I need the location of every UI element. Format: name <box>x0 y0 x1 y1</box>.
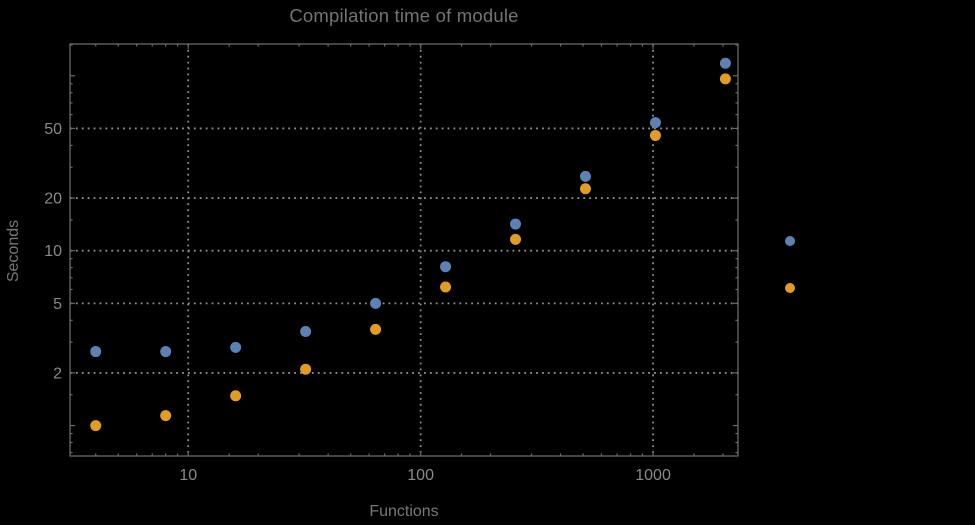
data-point <box>719 57 731 69</box>
data-point <box>649 117 661 129</box>
data-point <box>440 261 452 273</box>
data-point <box>719 73 731 85</box>
legend-marker-2 <box>785 283 795 293</box>
x-tick-labels: 10 100 1000 <box>179 467 671 484</box>
series-2-points <box>90 73 731 432</box>
legend-marker-1 <box>785 236 795 246</box>
data-point <box>230 341 242 353</box>
data-point <box>579 170 591 182</box>
data-point <box>510 218 522 230</box>
x-tick-label: 1000 <box>635 467 671 484</box>
data-point <box>579 183 591 195</box>
data-point <box>90 346 102 358</box>
data-point <box>510 233 522 245</box>
chart-title: Compilation time of module <box>289 5 519 26</box>
grid-lines <box>70 44 738 456</box>
plot-frame <box>69 43 739 457</box>
data-point <box>649 129 661 141</box>
y-tick-labels: 2 5 10 20 50 <box>44 121 62 382</box>
x-axis-title: Functions <box>369 503 439 520</box>
data-point <box>300 326 312 338</box>
data-point <box>160 410 172 422</box>
data-point <box>160 346 172 358</box>
data-point <box>90 420 102 432</box>
series-1-points <box>90 57 731 358</box>
y-tick-label: 50 <box>44 121 62 138</box>
y-tick-label: 10 <box>44 243 62 260</box>
x-tick-label: 100 <box>407 467 434 484</box>
y-tick-label: 20 <box>44 191 62 208</box>
x-tick-label: 10 <box>179 467 197 484</box>
data-point <box>230 390 242 402</box>
y-tick-label: 2 <box>53 365 62 382</box>
data-point <box>370 297 382 309</box>
legend <box>785 236 795 293</box>
y-axis-title: Seconds <box>5 219 22 283</box>
data-point <box>300 363 312 375</box>
data-point <box>370 323 382 335</box>
data-point <box>440 281 452 293</box>
y-tick-label: 5 <box>53 296 62 313</box>
